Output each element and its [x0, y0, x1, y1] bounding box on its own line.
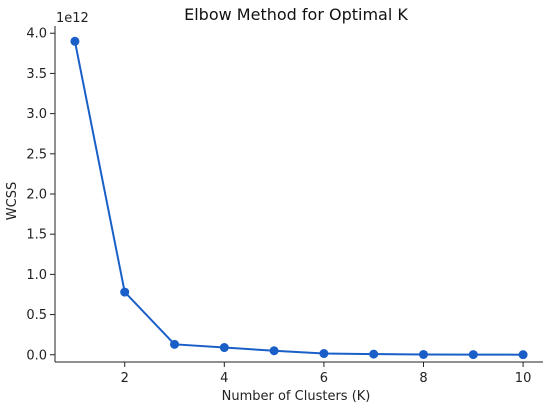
x-tick-label: 2: [121, 371, 129, 386]
data-point: [70, 36, 80, 46]
y-tick-label: 1.5: [26, 228, 47, 243]
data-point: [219, 343, 229, 353]
data-points: [70, 36, 528, 360]
y-ticks: 0.0 0.5 1.0 1.5 2.0 2.5 3.0 3.5 4.0: [26, 27, 55, 363]
data-point: [418, 349, 428, 359]
y-tick-label: 4.0: [26, 27, 47, 42]
data-point: [120, 287, 130, 297]
y-axis-title: WCSS: [5, 182, 20, 220]
x-tick-label: 8: [419, 371, 427, 386]
y-tick-label: 1.0: [26, 268, 47, 283]
x-axis-title: Number of Clusters (K): [222, 389, 371, 404]
data-point: [269, 346, 279, 356]
data-point: [319, 349, 329, 359]
y-tick-label: 2.5: [26, 147, 47, 162]
y-tick-label: 2.0: [26, 188, 47, 203]
data-point: [369, 349, 379, 359]
series-line: [73, 41, 524, 356]
y-multiplier-label: 1e12: [56, 11, 89, 26]
x-tick-label: 10: [515, 371, 532, 386]
x-tick-label: 6: [320, 371, 328, 386]
chart-title: Elbow Method for Optimal K: [184, 5, 408, 24]
y-tick-label: 0.5: [26, 308, 47, 323]
data-point: [468, 350, 478, 360]
data-point: [170, 339, 180, 349]
y-tick-label: 3.5: [26, 67, 47, 82]
x-ticks: 2 4 6 8 10: [121, 362, 532, 386]
x-tick-label: 4: [220, 371, 228, 386]
y-tick-label: 3.0: [26, 107, 47, 122]
y-tick-label: 0.0: [26, 348, 47, 363]
data-point: [518, 350, 528, 360]
